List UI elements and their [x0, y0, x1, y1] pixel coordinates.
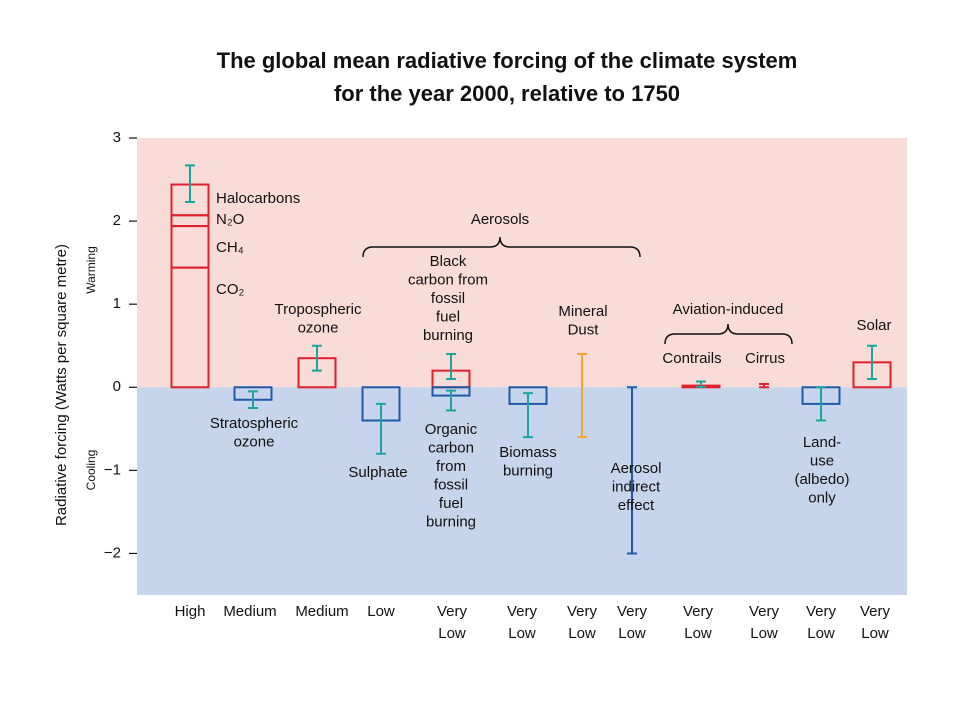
- error-bar: [759, 382, 769, 389]
- y-tick-label: −1: [104, 461, 121, 478]
- y-tick-label: 0: [113, 378, 121, 395]
- annotation: Organic carbon from fossil fuel burning: [425, 421, 478, 531]
- aviation-bracket: [664, 323, 793, 345]
- error-bar: [627, 386, 637, 555]
- confidence-label: Low: [367, 603, 395, 620]
- annotation: CO₂: [216, 281, 245, 298]
- confidence-label: Very Low: [683, 603, 714, 642]
- annotation: Solar: [856, 317, 891, 334]
- y-tick-label: 1: [113, 295, 121, 312]
- annotation: N₂O: [216, 211, 244, 228]
- error-bar: [816, 386, 826, 422]
- confidence-label: Very Low: [806, 603, 837, 642]
- error-bar: [312, 344, 322, 372]
- error-bar: [696, 380, 706, 388]
- error-bar: [523, 392, 533, 439]
- confidence-label: Very Low: [507, 603, 538, 642]
- confidence-label: Very Low: [437, 603, 468, 642]
- warming-region: [137, 138, 907, 388]
- annotation: Black carbon from fossil fuel burning: [408, 253, 488, 344]
- annotation: Mineral Dust: [558, 303, 607, 339]
- annotation: Sulphate: [348, 464, 407, 481]
- confidence-label: High: [175, 603, 206, 620]
- y-tick-label: 3: [113, 129, 121, 146]
- error-bar: [248, 390, 258, 410]
- error-bar: [376, 402, 386, 455]
- annotation: Cirrus: [745, 350, 785, 367]
- error-bar: [446, 353, 456, 380]
- confidence-label: Medium: [295, 603, 348, 620]
- annotation: CH₄: [216, 239, 244, 256]
- warming-label: Warming: [84, 246, 98, 294]
- confidence-label: Very Low: [567, 603, 598, 642]
- error-bar: [577, 353, 587, 439]
- annotation: Tropospheric ozone: [275, 301, 362, 337]
- error-bar: [185, 164, 195, 203]
- annotation: Contrails: [662, 350, 721, 367]
- cooling-label: Cooling: [84, 450, 98, 491]
- annotation: Aviation-induced: [673, 301, 784, 318]
- aerosols-bracket: [362, 236, 641, 258]
- confidence-label: Very Low: [749, 603, 780, 642]
- error-bar: [446, 389, 456, 412]
- y-tick-label: 2: [113, 212, 121, 229]
- confidence-label: Very Low: [860, 603, 891, 642]
- chart-title: The global mean radiative forcing of the…: [217, 48, 798, 106]
- annotation: Stratospheric ozone: [210, 415, 299, 451]
- confidence-label: Medium: [223, 603, 276, 620]
- plot-background: [137, 138, 907, 595]
- cooling-region: [137, 387, 907, 595]
- y-tick-label: −2: [104, 544, 121, 561]
- annotation: Land-use (albedo) only: [794, 434, 849, 507]
- annotation: Biomass burning: [499, 444, 557, 480]
- y-axis-label: Radiative forcing (Watts per square metr…: [53, 244, 70, 526]
- confidence-label: Very Low: [617, 603, 648, 642]
- annotation: Halocarbons: [216, 190, 300, 207]
- error-bar: [867, 344, 877, 380]
- annotation: Aerosols: [471, 211, 529, 228]
- annotation: Aerosol indirect effect: [611, 460, 662, 514]
